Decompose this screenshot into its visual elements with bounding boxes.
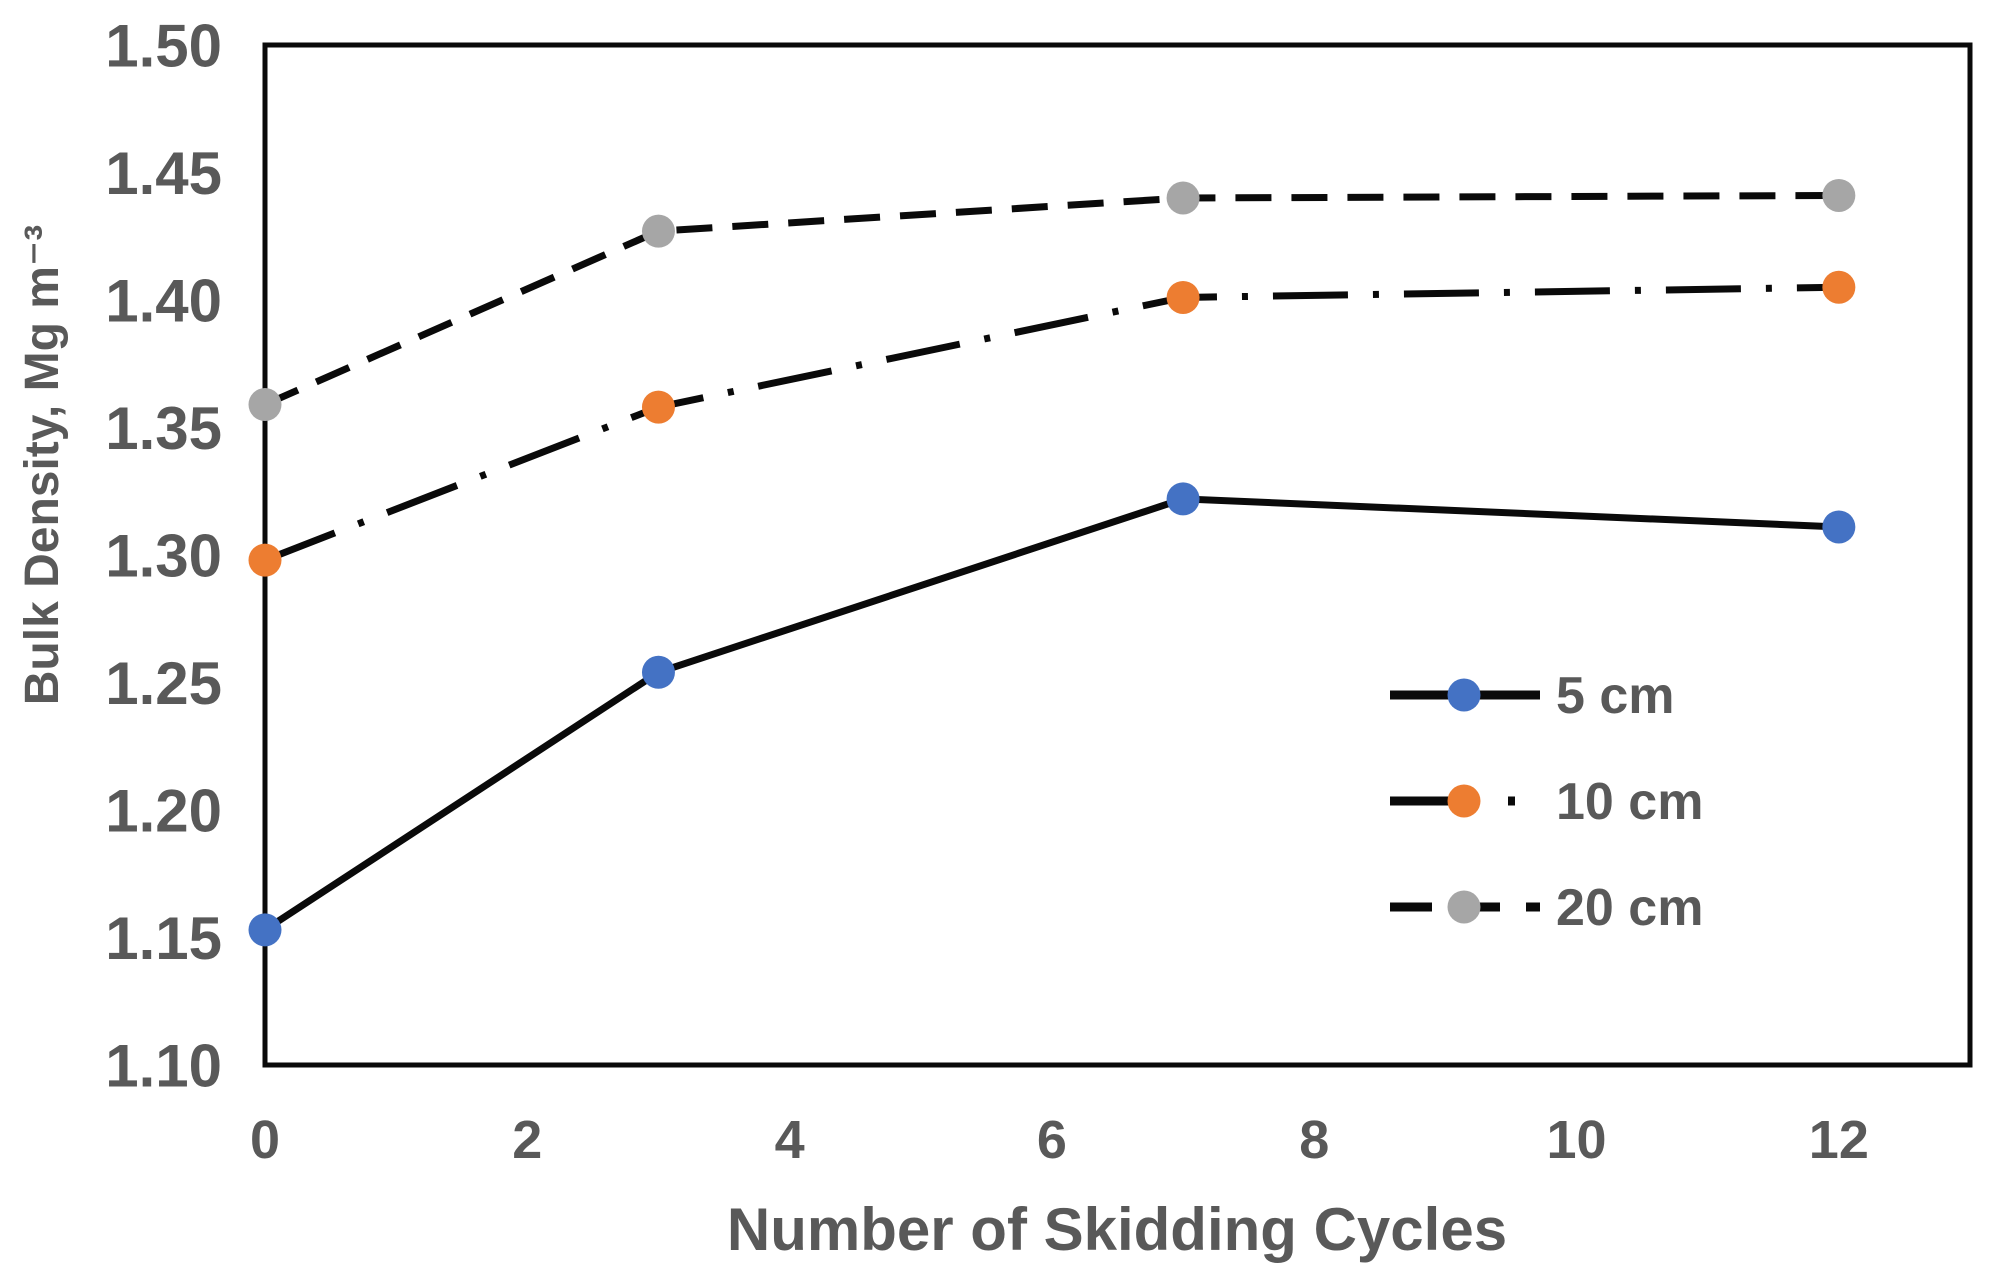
y-tick-label: 1.45 bbox=[105, 140, 222, 207]
data-point-marker-20-cm bbox=[1166, 181, 1200, 215]
data-point-marker-10-cm bbox=[1166, 280, 1200, 314]
x-axis-title: Number of Skidding Cycles bbox=[727, 1196, 1507, 1263]
series-line-20-cm bbox=[263, 191, 1839, 408]
y-tick-label: 1.15 bbox=[105, 905, 222, 972]
y-tick-label: 1.40 bbox=[105, 268, 222, 335]
legend-label: 5 cm bbox=[1556, 667, 1675, 725]
data-point-marker-20-cm bbox=[641, 214, 675, 248]
plot-layer: 1.10 1.15 1.20 1.25 1.30 1.35 1.40 1.45 1.50 0 2 4 6… bbox=[105, 13, 1973, 1170]
x-tick-label: 8 bbox=[1299, 1110, 1329, 1170]
legend-marker bbox=[1447, 784, 1481, 818]
legend-item-20-cm: 20 cm bbox=[1390, 879, 1703, 937]
data-point-marker-5-cm bbox=[1166, 482, 1200, 516]
y-tick-label: 1.25 bbox=[105, 650, 222, 717]
legend-label: 10 cm bbox=[1556, 773, 1703, 831]
data-point-marker-20-cm bbox=[1822, 178, 1856, 212]
legend-marker bbox=[1447, 678, 1481, 712]
x-tick-label: 6 bbox=[1037, 1110, 1067, 1170]
y-tick-label: 1.50 bbox=[105, 13, 222, 80]
y-tick-label: 1.10 bbox=[105, 1033, 222, 1100]
series-line-10-cm bbox=[263, 283, 1839, 564]
legend-item-10-cm: 10 cm bbox=[1390, 773, 1703, 831]
data-point-marker-5-cm bbox=[1822, 510, 1856, 544]
data-point-marker-10-cm bbox=[248, 543, 282, 577]
y-axis-title: Bulk Density, Mg m⁻³ bbox=[16, 225, 69, 706]
x-tick-label: 0 bbox=[250, 1110, 280, 1170]
x-tick-label: 2 bbox=[512, 1110, 542, 1170]
data-point-marker-20-cm bbox=[248, 388, 282, 422]
x-tick-label: 12 bbox=[1809, 1110, 1869, 1170]
data-point-marker-5-cm bbox=[248, 913, 282, 947]
x-tick-label: 4 bbox=[775, 1110, 805, 1170]
x-tick-label: 10 bbox=[1546, 1110, 1606, 1170]
legend-marker bbox=[1447, 890, 1481, 924]
data-point-marker-10-cm bbox=[641, 390, 675, 424]
y-tick-label: 1.35 bbox=[105, 395, 222, 462]
data-point-marker-5-cm bbox=[641, 655, 675, 689]
legend-label: 20 cm bbox=[1556, 879, 1703, 937]
y-tick-label: 1.30 bbox=[105, 523, 222, 590]
data-point-marker-10-cm bbox=[1822, 270, 1856, 304]
legend-item-5-cm: 5 cm bbox=[1390, 667, 1675, 725]
y-tick-label: 1.20 bbox=[105, 778, 222, 845]
series-line-5-cm bbox=[263, 495, 1839, 933]
